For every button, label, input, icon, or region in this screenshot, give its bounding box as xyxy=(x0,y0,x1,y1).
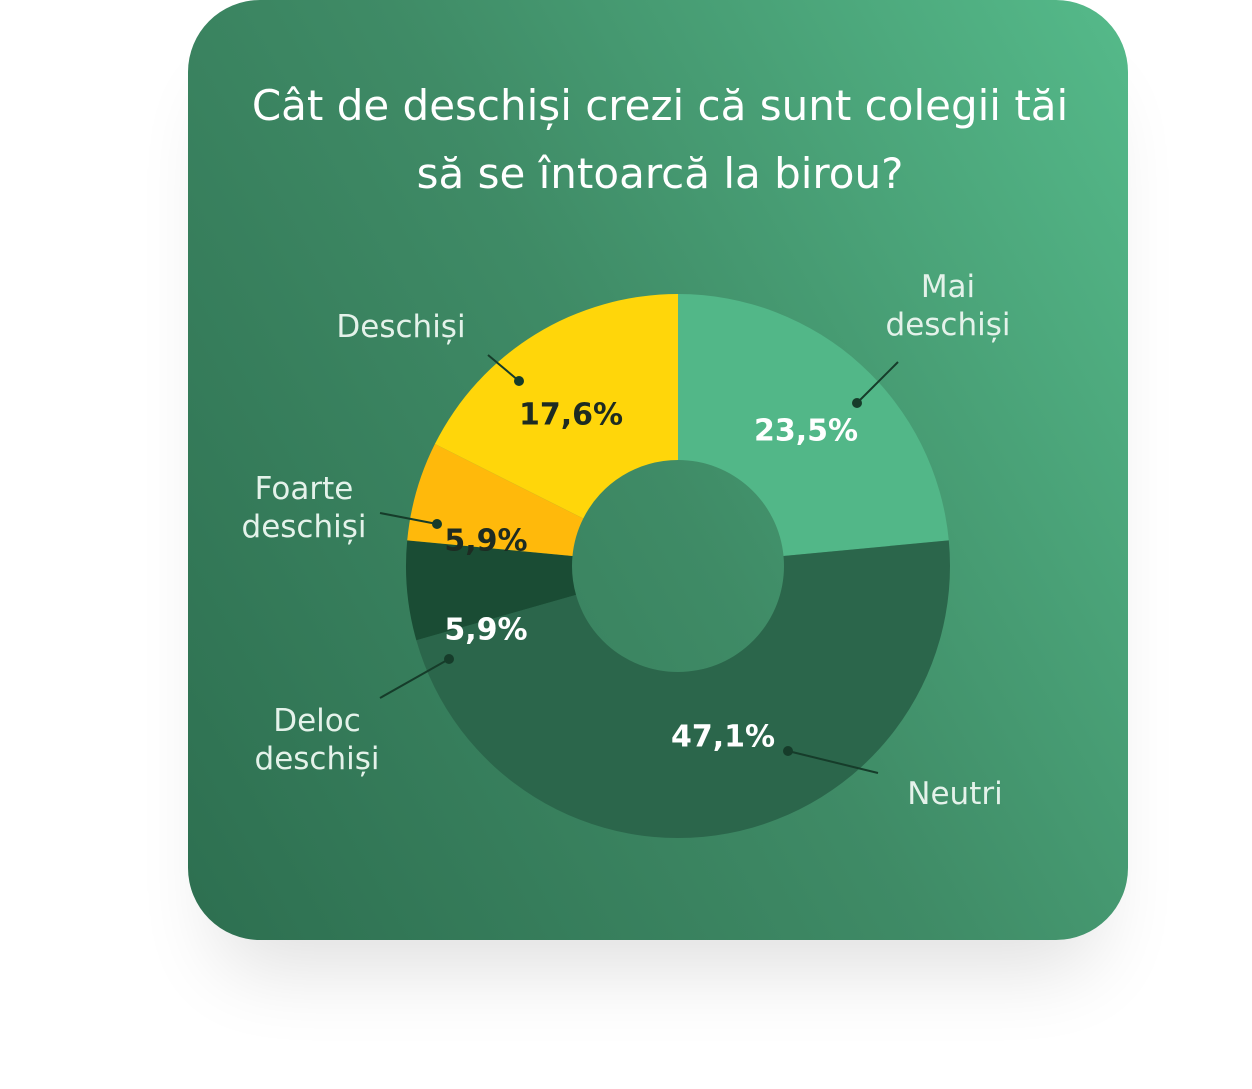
category-label: Foarte deschiși xyxy=(241,471,367,545)
value-label: 5,9% xyxy=(444,524,527,559)
slice xyxy=(406,540,577,641)
leader-line xyxy=(379,512,438,525)
leader-dot xyxy=(783,746,793,756)
category-label: Deloc deschiși xyxy=(254,703,380,777)
value-label: 47,1% xyxy=(671,720,775,755)
leader-dot xyxy=(432,519,442,529)
chart-title: Cât de deschiși crezi că sunt colegii tă… xyxy=(251,81,1069,198)
category-label: Neutri xyxy=(907,776,1003,812)
slice xyxy=(434,294,678,519)
leader-line xyxy=(487,354,520,382)
value-label: 17,6% xyxy=(519,398,623,433)
slice xyxy=(407,444,584,557)
leader-dot xyxy=(852,398,862,408)
slice xyxy=(416,540,951,839)
leader-line xyxy=(379,658,450,699)
value-label: 5,9% xyxy=(444,613,527,648)
leader-line xyxy=(787,750,879,774)
leader-dot xyxy=(444,654,454,664)
leader-dot xyxy=(514,376,524,386)
category-label: Mai deschiși xyxy=(885,269,1011,343)
category-label: Deschiși xyxy=(336,309,466,345)
value-label: 23,5% xyxy=(754,414,858,449)
leader-line xyxy=(856,361,899,404)
slice xyxy=(678,294,949,557)
